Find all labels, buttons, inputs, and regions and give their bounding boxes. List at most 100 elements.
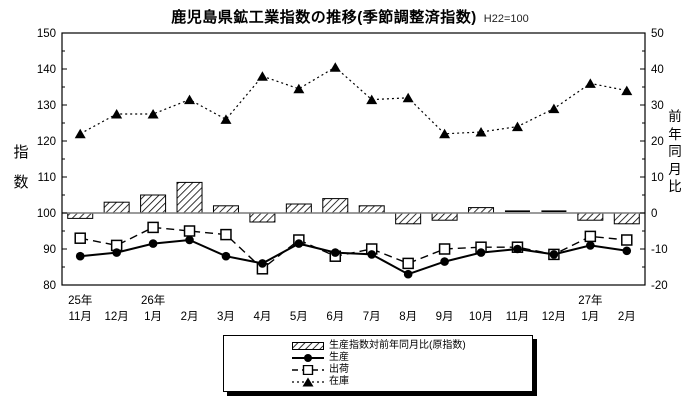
marker xyxy=(330,248,340,257)
left-axis-title: 指 数 xyxy=(13,144,29,191)
month-label: 7月 xyxy=(363,311,381,323)
bar xyxy=(468,207,495,214)
bar xyxy=(322,198,349,214)
bar xyxy=(431,212,458,221)
marker xyxy=(147,109,159,119)
bar xyxy=(212,205,239,214)
month-label: 1月 xyxy=(144,311,162,323)
marker xyxy=(511,121,523,132)
line-series-square xyxy=(74,221,633,275)
chart-header: 鹿児島県鉱工業指数の推移(季節調整済指数) H22=100 xyxy=(0,6,700,27)
month-label: 1月 xyxy=(581,311,599,323)
line-series-triangle xyxy=(74,62,633,139)
right-axis-tick-label: 10 xyxy=(651,172,664,184)
marker xyxy=(220,114,232,124)
marker xyxy=(148,239,158,248)
marker xyxy=(366,94,378,105)
bar xyxy=(395,212,422,225)
chart-legend: 生産指数対前年同月比(原指数) 生産 出荷 在庫 xyxy=(223,335,533,392)
right-axis-tick-label: 20 xyxy=(651,136,664,148)
marker xyxy=(185,235,194,245)
legend-item-shipment: 出荷 xyxy=(292,364,528,376)
month-label: 6月 xyxy=(326,311,344,323)
marker xyxy=(402,92,414,103)
month-label: 4月 xyxy=(253,311,271,323)
marker xyxy=(147,221,159,234)
marker xyxy=(584,78,596,88)
hatched-bar-swatch xyxy=(292,342,324,350)
legend-label-yoy-bar: 生産指数対前年同月比(原指数) xyxy=(329,340,466,351)
dotted-line-triangle-swatch xyxy=(292,377,324,387)
marker xyxy=(258,259,267,268)
left-axis-tick-label: 120 xyxy=(37,136,56,148)
bar xyxy=(358,205,385,214)
marker xyxy=(293,83,305,94)
marker xyxy=(74,128,86,139)
marker xyxy=(475,127,487,137)
right-axis-tick-label: -10 xyxy=(651,244,668,256)
marker xyxy=(621,85,633,96)
marker xyxy=(439,128,451,139)
marker xyxy=(549,250,559,259)
right-axis-title: 前 年 同 月 比 xyxy=(668,109,682,194)
right-axis-tick-label: 0 xyxy=(651,208,657,220)
month-label: 12月 xyxy=(105,311,129,323)
marker xyxy=(367,250,377,259)
bar xyxy=(67,212,94,219)
marker xyxy=(74,232,86,244)
line-series-circle xyxy=(75,235,632,279)
legend-item-inventory: 在庫 xyxy=(292,376,528,388)
marker xyxy=(586,241,595,250)
right-axis-tick-label: 40 xyxy=(651,64,664,76)
marker xyxy=(112,248,121,257)
year-label: 25年 xyxy=(68,293,92,307)
legend-item-production: 生産 xyxy=(292,352,528,364)
marker xyxy=(220,228,232,241)
legend-label-inventory: 在庫 xyxy=(329,376,349,387)
marker xyxy=(294,239,304,248)
bar xyxy=(249,212,276,223)
bar xyxy=(577,212,604,221)
left-axis-tick-label: 100 xyxy=(37,208,56,220)
left-axis-tick-label: 80 xyxy=(43,280,56,292)
marker xyxy=(622,246,632,256)
legend-label-production: 生産 xyxy=(329,352,349,363)
marker xyxy=(183,225,196,237)
marker xyxy=(440,257,449,266)
marker xyxy=(548,103,560,114)
month-label: 2月 xyxy=(181,311,199,323)
year-label: 26年 xyxy=(141,293,165,307)
month-label: 2月 xyxy=(618,311,636,323)
month-label: 5月 xyxy=(290,311,308,323)
bar xyxy=(285,203,312,214)
month-label: 8月 xyxy=(399,311,417,323)
solid-line-circle-swatch xyxy=(292,354,324,362)
bar xyxy=(613,212,640,225)
month-label: 11月 xyxy=(68,311,91,323)
marker xyxy=(513,244,522,254)
marker xyxy=(111,109,123,119)
marker xyxy=(329,62,341,72)
marker xyxy=(438,243,451,255)
month-label: 9月 xyxy=(436,311,454,323)
marker xyxy=(403,269,413,279)
marker xyxy=(184,94,196,105)
marker xyxy=(221,251,231,261)
month-label: 10月 xyxy=(469,311,493,323)
month-label: 12月 xyxy=(542,311,566,323)
legend-label-shipment: 出荷 xyxy=(329,364,349,375)
marker xyxy=(75,251,85,261)
chart-base-year-note: H22=100 xyxy=(483,13,529,25)
month-label: 3月 xyxy=(217,311,235,323)
right-axis-tick-label: -20 xyxy=(651,280,668,292)
yoy-bar-series xyxy=(67,181,640,225)
left-axis-tick-label: 90 xyxy=(43,244,56,256)
bar xyxy=(176,181,203,214)
plot-frame xyxy=(61,32,646,286)
year-label: 27年 xyxy=(578,293,602,307)
marker xyxy=(402,257,414,270)
left-axis-tick-label: 140 xyxy=(37,64,56,76)
marker xyxy=(256,71,268,81)
marker xyxy=(584,230,597,243)
